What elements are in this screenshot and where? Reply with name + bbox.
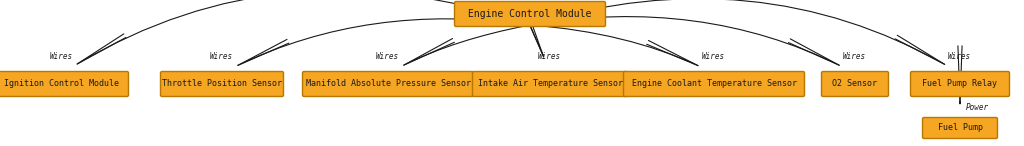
FancyBboxPatch shape [821,72,889,97]
FancyBboxPatch shape [161,72,284,97]
Text: O2 Sensor: O2 Sensor [833,80,878,88]
Text: Wires: Wires [843,52,866,61]
FancyBboxPatch shape [923,118,997,139]
FancyBboxPatch shape [0,72,128,97]
FancyBboxPatch shape [302,72,473,97]
Text: Wires: Wires [376,52,399,61]
FancyBboxPatch shape [472,72,628,97]
Text: Manifold Absolute Pressure Sensor: Manifold Absolute Pressure Sensor [305,80,470,88]
Text: Wires: Wires [50,52,73,61]
Text: Fuel Pump Relay: Fuel Pump Relay [923,80,997,88]
Text: Engine Coolant Temperature Sensor: Engine Coolant Temperature Sensor [632,80,797,88]
Text: Engine Control Module: Engine Control Module [468,9,592,19]
Text: Ignition Control Module: Ignition Control Module [4,80,120,88]
Text: Fuel Pump: Fuel Pump [938,124,982,133]
Text: Throttle Position Sensor: Throttle Position Sensor [162,80,282,88]
Text: Power: Power [966,102,989,112]
FancyBboxPatch shape [455,1,605,27]
Text: Wires: Wires [702,52,725,61]
Text: Wires: Wires [210,52,233,61]
Text: Wires: Wires [948,52,971,61]
Text: Intake Air Temperature Sensor: Intake Air Temperature Sensor [477,80,623,88]
FancyBboxPatch shape [624,72,805,97]
Text: Wires: Wires [538,52,561,61]
FancyBboxPatch shape [910,72,1010,97]
